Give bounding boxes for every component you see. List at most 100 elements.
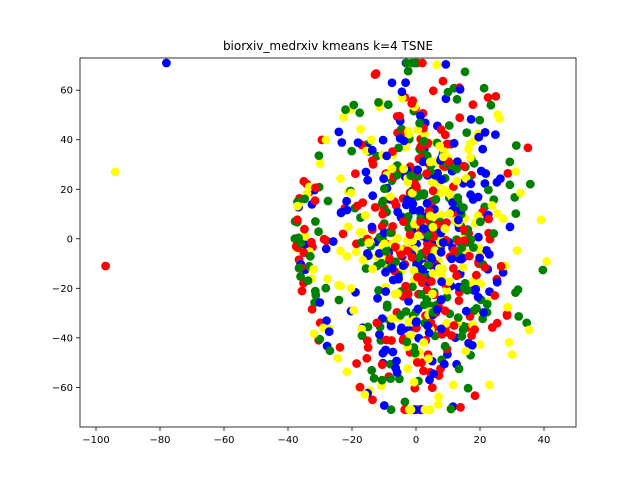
data-point [339, 112, 348, 122]
data-point [311, 290, 321, 300]
data-point [409, 266, 419, 275]
data-point [388, 222, 398, 231]
data-point [446, 404, 456, 414]
data-point [423, 231, 433, 241]
data-point [492, 209, 502, 218]
y-tick-label: 0 [67, 234, 73, 245]
data-point [416, 111, 425, 121]
data-point [325, 346, 335, 356]
y-tick-label: −60 [52, 383, 73, 394]
data-point [341, 105, 350, 115]
data-point [452, 94, 462, 104]
data-point [381, 335, 391, 345]
data-point [355, 382, 365, 392]
data-point [466, 114, 476, 124]
data-point [437, 277, 446, 287]
data-point [391, 363, 401, 373]
data-point [403, 364, 412, 373]
data-point [472, 304, 481, 313]
data-point [362, 353, 372, 363]
data-point [511, 167, 521, 177]
data-point [449, 264, 458, 273]
data-point [328, 237, 338, 246]
data-point [422, 169, 431, 179]
data-point [413, 125, 422, 135]
data-point [454, 364, 464, 374]
data-point [353, 201, 362, 211]
data-point [420, 405, 430, 415]
data-point [475, 115, 485, 125]
data-point [454, 215, 463, 225]
data-point [396, 250, 406, 260]
data-point [524, 325, 534, 335]
data-point [346, 283, 356, 293]
data-point [378, 209, 388, 219]
data-point [408, 282, 417, 292]
data-point [372, 318, 382, 328]
data-point [368, 395, 377, 405]
data-point [504, 337, 514, 347]
data-point [437, 175, 446, 185]
data-point [434, 392, 443, 402]
data-point [383, 100, 393, 110]
data-point [405, 330, 415, 340]
y-tick-label: 60 [60, 86, 73, 97]
data-point [377, 360, 387, 369]
data-point [415, 118, 424, 128]
data-point [404, 296, 413, 306]
plot-frame [79, 57, 577, 428]
data-point [491, 130, 500, 140]
data-point [440, 224, 450, 234]
x-tick-label: −80 [149, 435, 170, 446]
data-point [414, 253, 424, 263]
data-point [422, 199, 432, 208]
data-point [368, 191, 378, 201]
data-point [381, 287, 391, 296]
data-point [324, 327, 334, 336]
axes: −100 −80 −60 −40 −20 0 20 40 −60 −40 −20 0 20 40 60 [52, 57, 577, 446]
data-point [429, 369, 438, 379]
data-point [419, 189, 429, 198]
data-point [356, 124, 365, 134]
data-point [299, 248, 309, 257]
data-point [322, 316, 331, 326]
data-point [436, 247, 446, 257]
data-point [435, 264, 444, 273]
data-point [351, 247, 361, 257]
data-point [349, 100, 359, 110]
data-point [401, 78, 410, 88]
data-point [469, 243, 478, 252]
data-point [516, 188, 525, 198]
data-point [387, 78, 397, 88]
data-point [433, 400, 443, 409]
data-point [442, 318, 451, 328]
data-point [452, 164, 462, 174]
data-point [399, 164, 409, 174]
data-point [428, 268, 438, 278]
data-point [424, 328, 434, 338]
data-point [496, 174, 505, 184]
data-point [428, 289, 437, 299]
data-point [314, 227, 323, 237]
data-point [421, 246, 431, 256]
data-point [357, 331, 367, 340]
data-point [379, 228, 389, 238]
data-point [438, 238, 448, 247]
data-point [407, 188, 417, 198]
data-point [367, 365, 377, 375]
data-point [507, 350, 517, 360]
data-point [342, 367, 352, 377]
y-tick-label: −40 [52, 333, 73, 344]
data-point [483, 93, 493, 102]
data-point [428, 186, 438, 196]
data-point [357, 324, 366, 334]
data-point [542, 257, 552, 266]
data-point [387, 264, 397, 273]
data-point [480, 262, 490, 272]
data-point [486, 100, 496, 110]
data-point [408, 205, 418, 215]
data-point [466, 235, 476, 245]
data-point [309, 264, 319, 274]
data-point [458, 262, 468, 272]
data-point [481, 169, 491, 178]
